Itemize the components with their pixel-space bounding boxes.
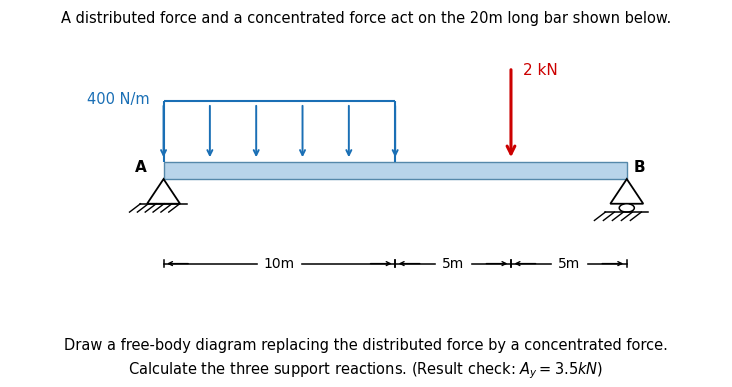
Text: A: A xyxy=(135,160,146,175)
Circle shape xyxy=(619,204,635,212)
Text: Draw a free-body diagram replacing the distributed force by a concentrated force: Draw a free-body diagram replacing the d… xyxy=(64,338,668,353)
Text: 5m: 5m xyxy=(558,257,580,271)
Text: A distributed force and a concentrated force act on the 20m long bar shown below: A distributed force and a concentrated f… xyxy=(61,11,671,26)
Text: 2 kN: 2 kN xyxy=(523,63,558,78)
Text: 400 N/m: 400 N/m xyxy=(87,92,150,107)
Polygon shape xyxy=(147,179,180,204)
Polygon shape xyxy=(610,179,643,204)
FancyBboxPatch shape xyxy=(163,162,627,179)
Text: B: B xyxy=(634,160,646,175)
Text: Calculate the three support reactions. (Result check: $A_y = 3.5kN$): Calculate the three support reactions. (… xyxy=(128,361,604,381)
Text: 10m: 10m xyxy=(264,257,295,271)
Text: 5m: 5m xyxy=(442,257,464,271)
